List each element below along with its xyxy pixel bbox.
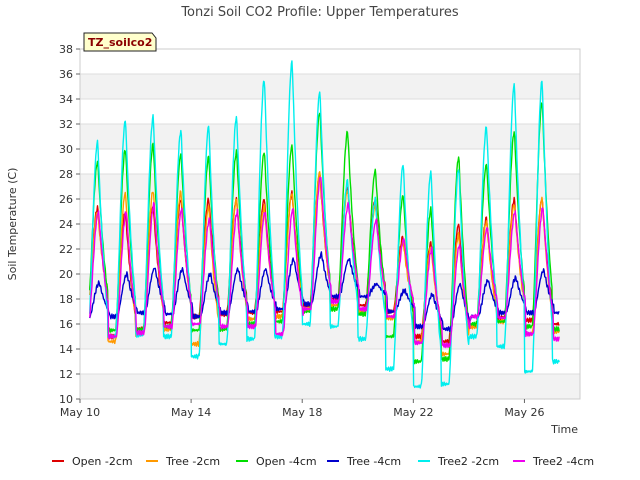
- x-axis-ticks: May 10 May 14 May 18 May 22 May 26: [60, 399, 545, 419]
- grid-band: [80, 174, 580, 199]
- x-tick-label: May 18: [282, 406, 322, 419]
- x-tick-label: May 14: [171, 406, 211, 419]
- x-axis-label: Time: [550, 423, 578, 436]
- grid-band: [80, 224, 580, 249]
- x-tick-label: May 26: [504, 406, 544, 419]
- y-tick-label: 26: [59, 193, 73, 206]
- y-tick-label: 30: [59, 143, 73, 156]
- series-line-4: [89, 251, 560, 333]
- grid-band: [80, 249, 580, 274]
- legend-label: Tree -4cm: [346, 455, 401, 468]
- legend-item: Open -4cm: [236, 455, 317, 468]
- y-tick-label: 34: [59, 93, 73, 106]
- tag-box-shape: [83, 32, 157, 52]
- chart-title: Tonzi Soil CO2 Profile: Upper Temperatur…: [180, 5, 459, 20]
- legend: Open -2cm Tree -2cm Open -4cm Tree -4cm Tree…: [52, 455, 594, 468]
- legend-item: Tree2 -2cm: [418, 455, 499, 468]
- y-tick-label: 38: [59, 43, 73, 56]
- grid-band: [80, 49, 580, 74]
- y-tick-label: 20: [59, 268, 73, 281]
- legend-item: Tree2 -4cm: [513, 455, 594, 468]
- legend-label: Open -2cm: [72, 455, 133, 468]
- y-tick-label: 14: [59, 343, 73, 356]
- grid-band: [80, 99, 580, 124]
- legend-label: Tree2 -2cm: [437, 455, 499, 468]
- y-tick-label: 32: [59, 118, 73, 131]
- y-axis-ticks: 10 12 14 16 18 20 22 24 26 28 30 32 34 36 38: [59, 43, 80, 406]
- legend-label: Open -4cm: [256, 455, 317, 468]
- series-line-6: [89, 176, 560, 349]
- series-line-5: [89, 60, 560, 389]
- y-tick-label: 18: [59, 293, 73, 306]
- grid-band: [80, 149, 580, 174]
- grid-band: [80, 74, 580, 99]
- y-tick-label: 28: [59, 168, 73, 181]
- y-tick-label: 24: [59, 218, 73, 231]
- legend-item: Open -2cm: [52, 455, 133, 468]
- y-tick-label: 22: [59, 243, 73, 256]
- y-axis-label: Soil Temperature (C): [6, 168, 19, 281]
- series-layer: [89, 60, 560, 389]
- x-tick-label: May 10: [60, 406, 100, 419]
- legend-item: Tree -4cm: [327, 455, 401, 468]
- y-tick-label: 12: [59, 368, 73, 381]
- grid-band: [80, 199, 580, 224]
- y-tick-label: 10: [59, 393, 73, 406]
- tag-label: TZ_soilco2: [88, 36, 152, 49]
- y-tick-label: 16: [59, 318, 73, 331]
- grid-band: [80, 349, 580, 374]
- tag-box: TZ_soilco2: [83, 32, 157, 52]
- grid-band: [80, 124, 580, 149]
- y-tick-label: 36: [59, 68, 73, 81]
- legend-label: Tree -2cm: [165, 455, 220, 468]
- grid-band: [80, 374, 580, 399]
- legend-label: Tree2 -4cm: [532, 455, 594, 468]
- legend-item: Tree -2cm: [146, 455, 220, 468]
- x-tick-label: May 22: [393, 406, 433, 419]
